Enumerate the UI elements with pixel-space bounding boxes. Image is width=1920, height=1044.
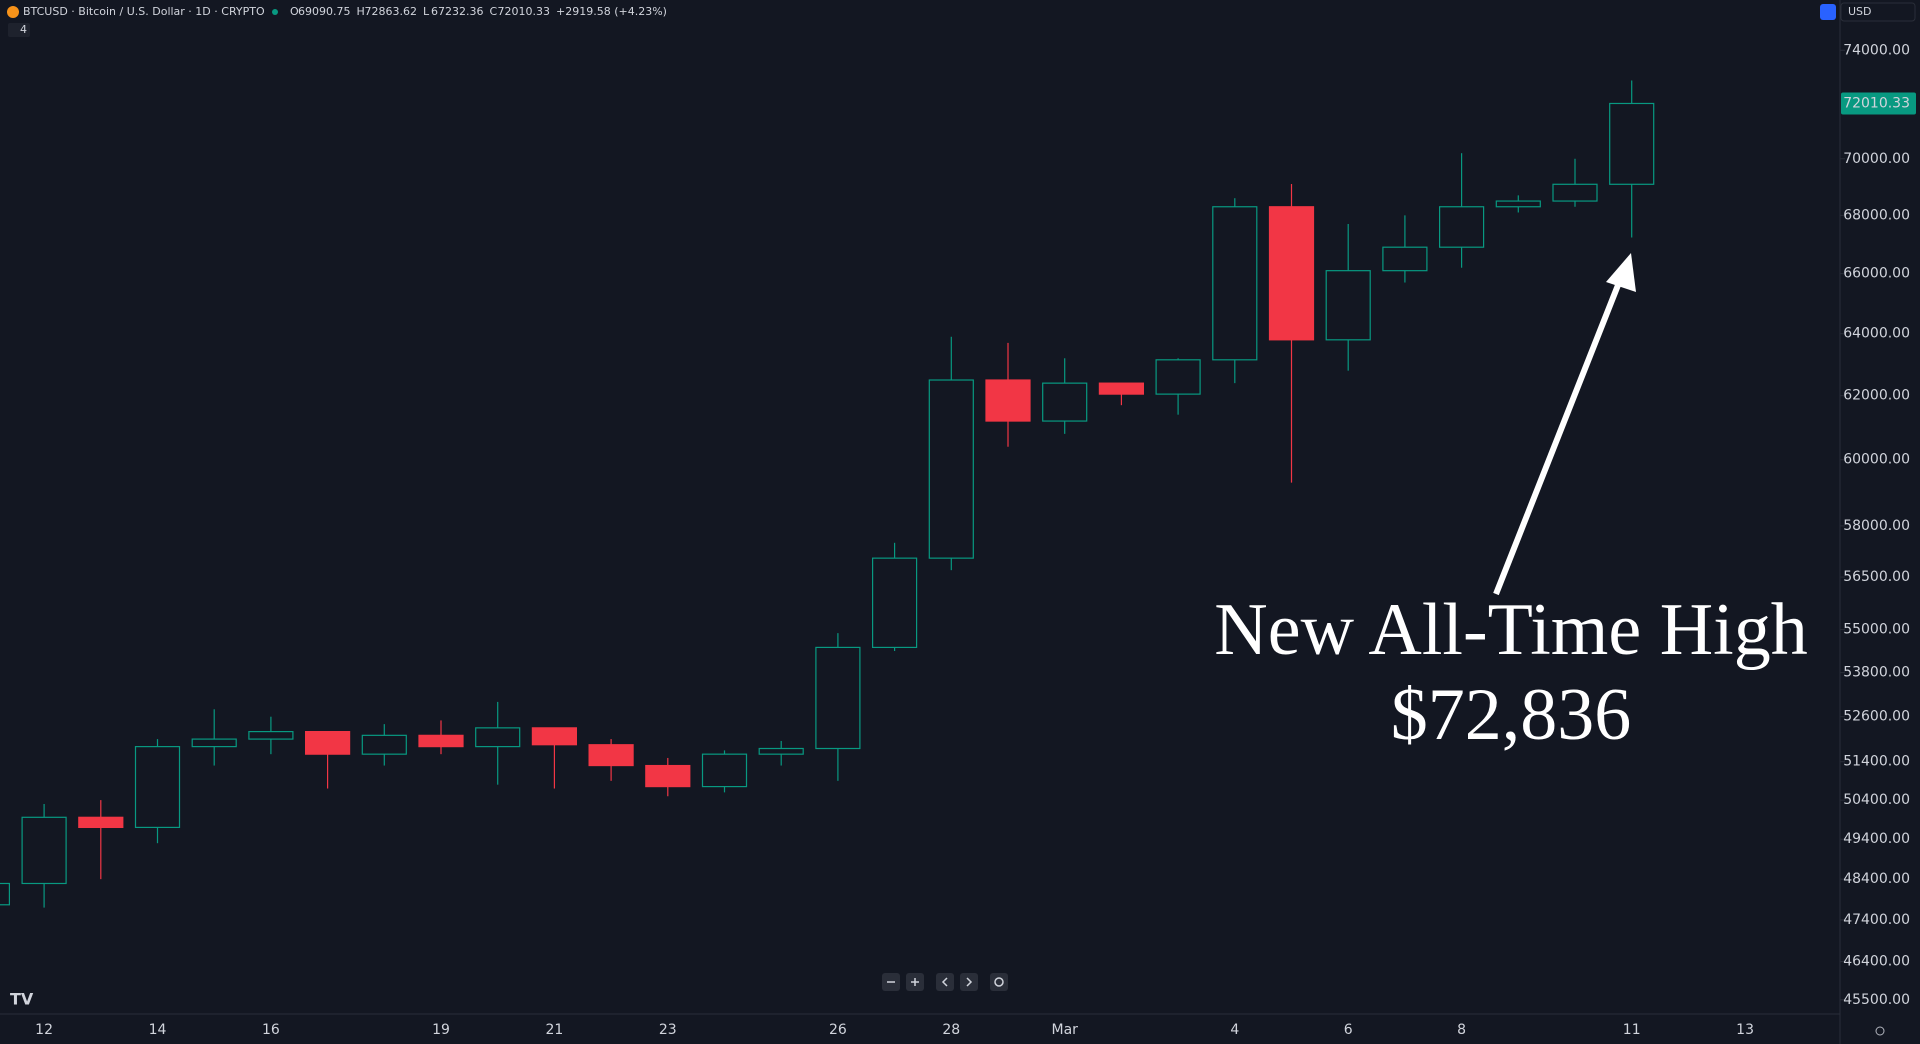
candle-body: [191, 738, 237, 748]
candle-body: [305, 730, 351, 755]
y-tick-label: 50400.00: [1843, 792, 1910, 808]
x-tick-label: 8: [1457, 1022, 1466, 1038]
y-tick-label: 64000.00: [1843, 326, 1910, 342]
status-dot: [272, 9, 278, 15]
x-tick-label: 21: [545, 1022, 563, 1038]
y-tick-label: 58000.00: [1843, 518, 1910, 534]
indicator-count: 4: [20, 23, 27, 36]
candle-body: [1268, 206, 1315, 341]
candle-body: [815, 646, 861, 750]
candle-body: [78, 816, 124, 829]
y-tick-label: 62000.00: [1843, 388, 1910, 404]
candle-body: [1325, 270, 1371, 341]
candle-body: [871, 557, 918, 649]
annotation-arrow: [1493, 273, 1625, 596]
candle-body: [475, 727, 521, 748]
x-tick-label: 4: [1230, 1022, 1239, 1038]
x-tick-label: 11: [1623, 1022, 1641, 1038]
candle-body: [1155, 359, 1201, 395]
x-tick-label: 13: [1736, 1022, 1754, 1038]
candle-body: [1495, 200, 1541, 208]
x-tick-label: 6: [1344, 1022, 1353, 1038]
y-tick-label: 45500.00: [1843, 992, 1910, 1008]
x-tick-label: 23: [659, 1022, 677, 1038]
y-tick-label: 46400.00: [1843, 954, 1910, 970]
annotation-title: New All-Time High: [1214, 589, 1807, 671]
candle-body: [1382, 246, 1428, 272]
candle-body: [134, 746, 181, 829]
x-tick-label: 16: [262, 1022, 280, 1038]
y-tick-label: 74000.00: [1843, 42, 1910, 58]
candle-body: [21, 816, 67, 885]
x-tick-label: 19: [432, 1022, 450, 1038]
ohlc-label: L: [423, 5, 430, 18]
ohlc-label: O: [290, 5, 299, 18]
x-tick-label: 12: [35, 1022, 53, 1038]
logo: TV: [10, 990, 34, 1009]
ohlc-label: H: [357, 5, 365, 18]
change: +2919.58 (+4.23%): [556, 5, 667, 18]
scroll-right[interactable]: [960, 973, 978, 991]
y-tick-label: 56500.00: [1843, 569, 1910, 585]
candle-body: [1552, 183, 1598, 202]
y-tick-label: 55000.00: [1843, 622, 1910, 638]
candle-body: [1098, 382, 1145, 395]
x-tick-label: 28: [942, 1022, 960, 1038]
ohlc-legend: O 69090.75 H 72863.62 L 67232.36 C 72010.33 +291…: [290, 5, 667, 18]
x-tick-label: 14: [149, 1022, 167, 1038]
y-tick-label: 49400.00: [1843, 831, 1910, 847]
currency-icon[interactable]: [1820, 4, 1836, 20]
currency-box[interactable]: [1840, 2, 1916, 22]
indicator-toggle[interactable]: [8, 23, 30, 37]
last-price-box: [1841, 92, 1916, 115]
ohlc-value: 72010.33: [498, 5, 551, 18]
y-tick-label: 70000.00: [1843, 151, 1910, 167]
last-price-label: 72010.33: [1843, 95, 1910, 111]
toolbar-icons: [887, 977, 1004, 987]
reset-chart[interactable]: [990, 973, 1008, 991]
x-tick-label: Mar: [1051, 1022, 1078, 1038]
ohlc-value: 72863.62: [365, 5, 418, 18]
candle-body: [588, 744, 634, 767]
candle-body: [1438, 206, 1485, 248]
y-tick-label: 51400.00: [1843, 754, 1910, 770]
plot-area: [0, 80, 1655, 908]
zoom-toolbar: [882, 973, 1008, 991]
candle-body: [1042, 382, 1088, 422]
candle-body: [248, 730, 294, 740]
candle-body: [758, 747, 804, 755]
candle-body: [928, 379, 974, 559]
candle-body: [531, 727, 578, 746]
coin-icon: [7, 6, 19, 18]
candle-body: [361, 734, 407, 755]
y-tick-label: 48400.00: [1843, 871, 1910, 887]
y-tick-label: 52600.00: [1843, 709, 1910, 725]
candle-body: [1609, 102, 1655, 185]
candle-body: [985, 379, 1031, 422]
annotation-price: $72,836: [1391, 674, 1632, 756]
ohlc-value: 69090.75: [298, 5, 351, 18]
y-tick-label: 68000.00: [1843, 207, 1910, 223]
x-tick-label: 26: [829, 1022, 847, 1038]
candle-body: [645, 764, 691, 788]
candle-body: [418, 734, 464, 748]
scroll-left[interactable]: [936, 973, 954, 991]
settings-icon[interactable]: [1875, 1026, 1885, 1036]
candle-body: [701, 753, 748, 788]
y-tick-label: 47400.00: [1843, 912, 1910, 928]
ohlc-label: C: [490, 5, 498, 18]
annotation-arrowhead: [1606, 253, 1636, 292]
candle-body: [0, 882, 11, 906]
currency: USD: [1848, 5, 1872, 18]
y-tick-label: 60000.00: [1843, 452, 1910, 468]
symbol: BTCUSD · Bitcoin / U.S. Dollar · 1D · CR…: [23, 5, 265, 18]
ohlc-value: 67232.36: [431, 5, 484, 18]
y-tick-label: 66000.00: [1843, 266, 1910, 282]
y-tick-label: 53800.00: [1843, 665, 1910, 681]
candle-body: [1212, 206, 1258, 361]
